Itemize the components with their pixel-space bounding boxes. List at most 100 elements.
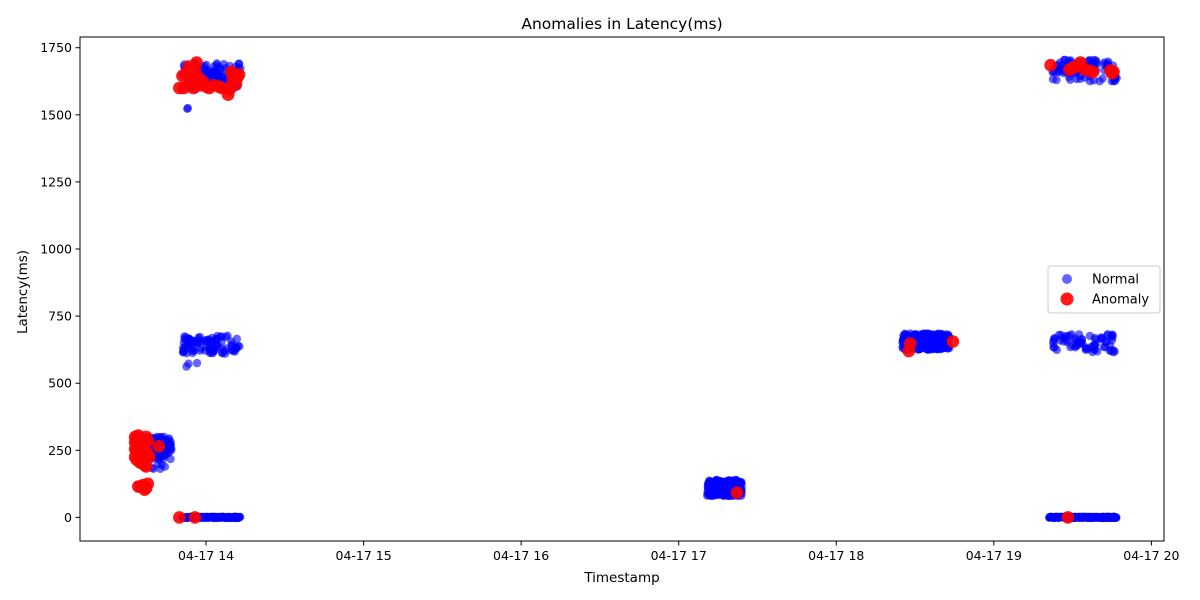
normal-point (1084, 512, 1094, 522)
y-tick-label: 1750 (40, 40, 72, 55)
normal-point (195, 346, 205, 355)
normal-point (1059, 55, 1069, 65)
y-tick-label: 1250 (40, 174, 72, 189)
normal-point (926, 335, 935, 344)
anomaly-point (1061, 511, 1075, 524)
normal-point (1050, 513, 1059, 522)
normal-point (213, 342, 223, 351)
y-tick-label: 250 (48, 443, 72, 458)
normal-point (1078, 513, 1087, 522)
legend-marker-anomaly (1060, 292, 1074, 306)
normal-point (209, 62, 219, 71)
normal-point (234, 59, 244, 69)
x-tick-label: 04-17 16 (493, 548, 549, 563)
y-axis-title: Latency(ms) (15, 250, 31, 334)
anomaly-point (1107, 65, 1120, 79)
normal-point (1109, 512, 1119, 522)
axes: 04-17 14 04-17 15 04-17 16 04-17 17 04-17 18… (40, 36, 1180, 563)
anomaly-point (946, 335, 960, 348)
normal-point (216, 332, 226, 341)
normal-point (227, 337, 236, 346)
normal-point (1049, 336, 1058, 345)
normal-point (232, 344, 241, 353)
normal-point (1108, 330, 1117, 339)
normal-point (727, 476, 737, 485)
normal-point (213, 72, 222, 82)
normal-point (184, 359, 193, 368)
plot-frame (79, 36, 1165, 542)
normal-point (1109, 348, 1118, 357)
normal-point (708, 480, 718, 489)
normal-point (1052, 75, 1061, 85)
y-tick-label: 1500 (40, 107, 72, 122)
x-tick-label: 04-17 20 (1123, 548, 1179, 563)
normal-point (920, 339, 929, 348)
normal-point (1074, 330, 1084, 339)
y-tick-label: 1000 (40, 242, 72, 257)
normal-point (204, 335, 213, 344)
normal-point (1081, 343, 1090, 352)
normal-point (901, 330, 910, 339)
normal-point (925, 345, 934, 354)
legend: Normal Anomaly (1047, 265, 1161, 314)
anomaly-point (152, 440, 166, 453)
anomaly-point (904, 337, 917, 350)
normal-point (707, 489, 716, 498)
normal-point (209, 512, 218, 522)
normal-point (717, 479, 726, 488)
x-tick-label: 04-17 14 (178, 548, 234, 563)
normal-point (1050, 343, 1059, 352)
chart-title: Anomalies in Latency(ms) (521, 15, 722, 33)
normal-point (933, 330, 943, 340)
normal-point (1062, 335, 1071, 345)
normal-point (919, 330, 928, 339)
normal-point (188, 346, 197, 355)
anomaly-point (229, 77, 243, 91)
normal-point (1089, 341, 1098, 350)
normal-point (1066, 75, 1075, 85)
normal-point (156, 464, 165, 473)
normal-point (185, 339, 194, 348)
x-tick-label: 04-17 19 (966, 548, 1022, 563)
anomaly-series (128, 56, 1120, 524)
y-tick-label: 750 (48, 309, 72, 324)
normal-point (166, 454, 175, 464)
anomaly-point (138, 483, 151, 497)
anomaly-point (190, 56, 203, 69)
normal-point (1089, 55, 1098, 65)
normal-point (1085, 331, 1095, 341)
anomaly-point (1086, 65, 1100, 79)
plot-background (80, 37, 1164, 541)
legend-label-normal: Normal (1092, 273, 1139, 288)
normal-point (1054, 330, 1064, 340)
normal-point (1103, 513, 1112, 522)
normal-point (218, 512, 227, 522)
normal-point (192, 358, 202, 368)
anomaly-point (143, 450, 156, 464)
y-tick-label: 500 (48, 376, 72, 391)
y-tick-label: 0 (64, 510, 72, 525)
plot-area (80, 37, 1164, 541)
normal-point (179, 347, 188, 356)
normal-point (166, 446, 176, 455)
legend-label-anomaly: Anomaly (1092, 293, 1149, 308)
x-axis-title: Timestamp (583, 570, 659, 586)
normal-point (1095, 77, 1104, 86)
normal-point (1085, 77, 1095, 86)
legend-box (1047, 265, 1161, 314)
normal-point (937, 342, 946, 351)
normal-point (1102, 338, 1111, 347)
anomaly-point (1044, 58, 1057, 72)
normal-point (183, 103, 192, 113)
anomaly-point (730, 486, 744, 500)
normal-point (223, 331, 232, 340)
x-tick-label: 04-17 17 (651, 548, 707, 563)
normal-point (204, 67, 213, 77)
x-tick-label: 04-17 18 (808, 548, 864, 563)
normal-point (230, 513, 239, 523)
anomaly-point (188, 511, 202, 524)
normal-point (1104, 57, 1113, 66)
normal-point (1068, 341, 1077, 350)
